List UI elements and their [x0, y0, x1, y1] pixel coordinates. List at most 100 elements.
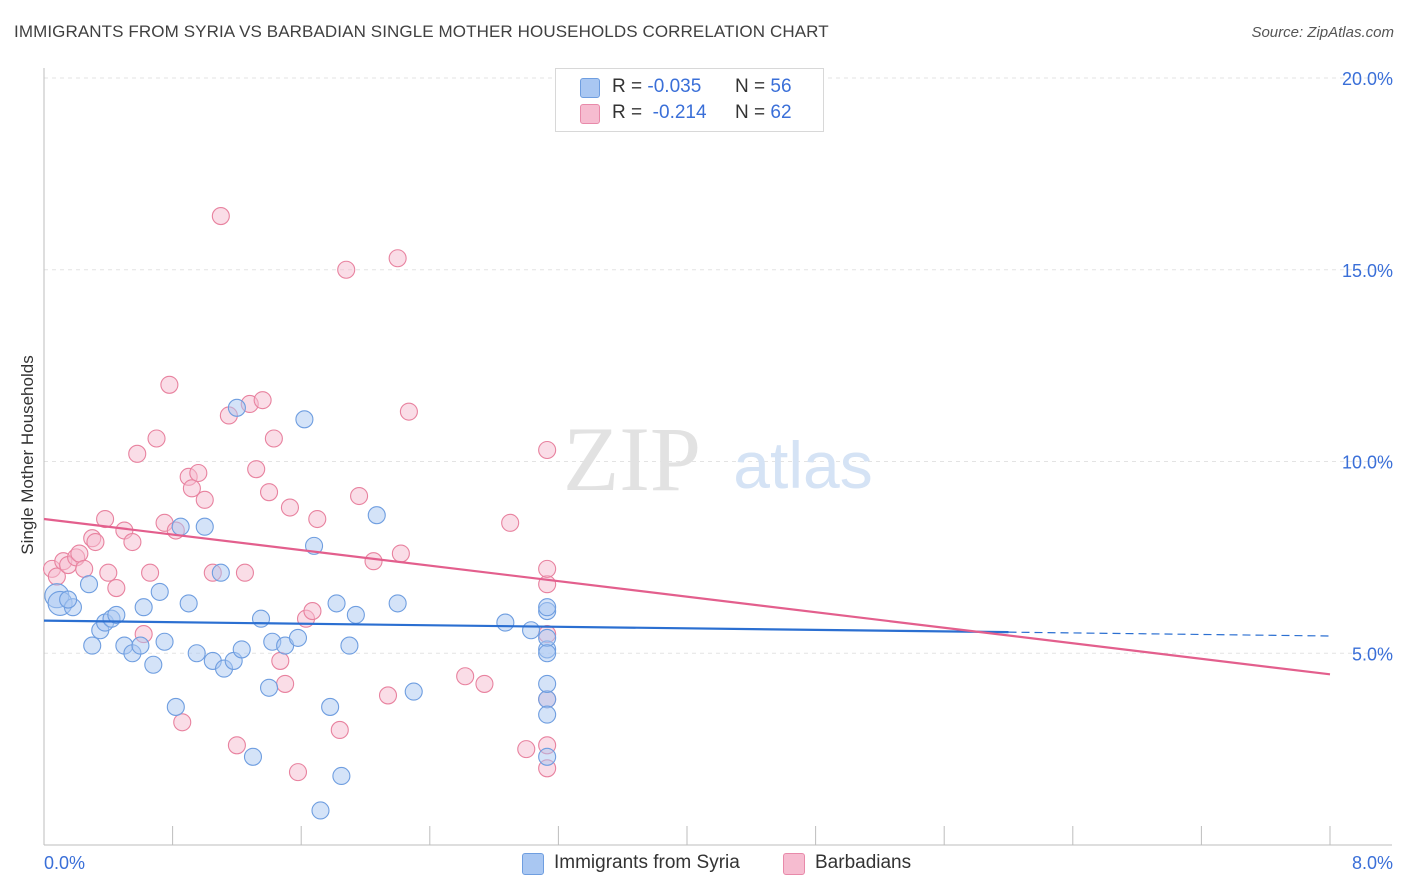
barbadians-point	[308, 509, 327, 529]
y-axis-label: Single Mother Households	[18, 355, 37, 555]
syria-point	[538, 674, 557, 693]
barbadians-point	[96, 509, 115, 529]
y-tick-label: 20.0%	[1342, 69, 1393, 89]
syria-point	[59, 590, 78, 609]
syria-point	[131, 636, 150, 655]
watermark: ZIP atlas	[563, 408, 873, 510]
syria-point	[340, 636, 359, 655]
syria-points	[44, 398, 557, 820]
syria-point	[79, 575, 99, 594]
barbadians-point	[70, 544, 89, 563]
barbadians-point	[259, 483, 279, 502]
barbadians-point	[538, 559, 557, 578]
barbadians-point	[475, 674, 494, 693]
barbadians-point	[391, 544, 410, 563]
syria-point	[538, 628, 557, 647]
legend-n-syria: N = 56	[735, 76, 792, 97]
barbadians-point	[160, 375, 179, 394]
syria-trend-line	[43, 619, 1009, 634]
barbadians-point	[211, 207, 230, 226]
barbadians-point	[99, 563, 118, 582]
syria-point	[107, 605, 126, 624]
syria-point	[259, 678, 279, 697]
syria-point	[179, 594, 198, 613]
barbadians-point	[378, 686, 398, 705]
barbadians-point	[173, 713, 192, 732]
barbadians-point	[123, 532, 142, 552]
syria-point	[211, 563, 230, 582]
syria-point	[321, 697, 340, 716]
watermark-zip: ZIP	[563, 408, 701, 510]
barbadians-point	[456, 667, 475, 686]
legend-swatch-syria	[580, 78, 600, 98]
bottom-legend-label-syria: Immigrants from Syria	[554, 852, 740, 873]
bottom-legend-swatch-syria	[522, 853, 544, 875]
barbadians-point	[235, 563, 254, 582]
barbadians-point	[247, 460, 266, 479]
barbadians-point	[147, 429, 166, 448]
barbadians-point	[330, 720, 349, 740]
syria-point	[522, 621, 541, 640]
barbadians-point	[388, 249, 407, 268]
barbadians-point	[276, 674, 295, 693]
x-tick-label-min: 0.0%	[44, 853, 85, 873]
barbadians-point	[128, 444, 147, 463]
barbadians-point	[107, 579, 126, 598]
syria-point	[288, 628, 308, 647]
syria-point	[155, 632, 174, 651]
syria-point	[538, 705, 557, 724]
syria-point	[144, 655, 163, 674]
syria-point	[227, 398, 246, 417]
tick-labels: 5.0% 10.0% 15.0% 20.0% 0.0% 8.0%	[44, 69, 1393, 873]
barbadians-point	[517, 740, 536, 759]
barbadians-point	[337, 260, 356, 279]
chart-title: IMMIGRANTS FROM SYRIA VS BARBADIAN SINGL…	[14, 22, 829, 41]
syria-point	[388, 594, 407, 613]
syria-point	[538, 747, 557, 766]
barbadians-point	[253, 391, 272, 410]
axes	[43, 68, 1392, 846]
watermark-atlas: atlas	[733, 428, 872, 502]
barbadians-point	[195, 490, 214, 509]
barbadians-point	[303, 602, 322, 621]
source-label: Source: ZipAtlas.com	[1251, 24, 1394, 41]
legend-r-barbadians: R = -0.214	[612, 102, 707, 123]
syria-point	[538, 690, 557, 709]
trend-lines	[43, 517, 1331, 676]
barbadians-point	[501, 513, 520, 532]
barbadians-point	[141, 563, 160, 582]
syria-trend-line-extrapolated	[1008, 631, 1331, 637]
bottom-legend-label-barbadians: Barbadians	[815, 852, 912, 873]
barbadians-points	[42, 207, 557, 782]
barbadians-point	[538, 440, 557, 460]
barbadians-point	[399, 402, 418, 421]
legend-swatch-barbadians	[580, 104, 600, 124]
barbadians-point	[350, 486, 369, 506]
syria-point	[538, 598, 557, 617]
syria-point	[195, 517, 214, 536]
y-tick-label: 10.0%	[1342, 453, 1393, 473]
barbadians-point	[189, 463, 208, 483]
syria-point	[243, 747, 263, 766]
barbadians-point	[182, 479, 201, 498]
syria-point	[496, 613, 515, 632]
barbadians-point	[264, 429, 283, 448]
barbadians-point	[288, 763, 308, 782]
y-tick-label: 5.0%	[1352, 644, 1393, 664]
syria-point	[332, 766, 351, 786]
barbadians-point	[86, 532, 105, 552]
barbadians-point	[75, 559, 94, 578]
barbadians-trend-line	[43, 517, 1331, 676]
syria-point	[134, 598, 153, 617]
bottom-legend-swatch-barbadians	[783, 853, 805, 875]
legend-r-syria: R = -0.035	[612, 76, 702, 97]
syria-point	[187, 644, 206, 663]
barbadians-point	[271, 651, 290, 670]
syria-point	[166, 697, 185, 716]
legend-n-barbadians: N = 62	[735, 102, 792, 123]
syria-point	[311, 801, 330, 820]
syria-point	[83, 636, 102, 655]
syria-point	[538, 644, 557, 663]
barbadians-point	[227, 736, 246, 755]
syria-point	[295, 410, 314, 429]
